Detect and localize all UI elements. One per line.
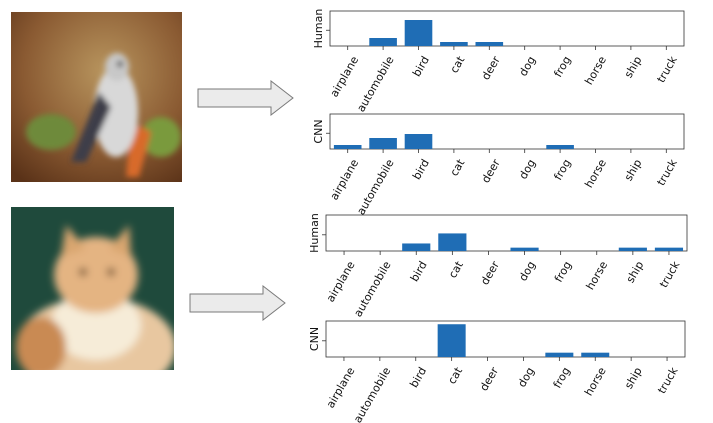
x-tick-label: frog (551, 157, 573, 182)
y-axis-label: Human (312, 9, 325, 49)
x-tick-label: dog (517, 157, 539, 181)
x-tick-label: bird (407, 365, 429, 390)
x-tick-label: airplane (324, 259, 358, 305)
x-tick-label: deer (478, 259, 502, 288)
bar-bird (402, 243, 431, 251)
bar-frog (545, 352, 574, 357)
plot-frame (325, 214, 688, 252)
bar-cat (438, 233, 467, 251)
x-tick-label: dog (516, 259, 538, 283)
x-tick-label: horse (582, 365, 609, 398)
x-tick-label: ship (622, 54, 645, 80)
x-tick-label: truck (655, 364, 681, 395)
cat-photo (11, 207, 174, 370)
x-tick-label: dog (517, 54, 539, 78)
x-tick-label: ship (624, 259, 647, 285)
x-tick-label: automobile (354, 157, 396, 217)
x-tick-label: cat (445, 364, 465, 386)
x-tick-label: horse (582, 157, 609, 190)
x-tick-label: horse (582, 54, 609, 87)
x-tick-label: cat (448, 53, 468, 75)
bar-automobile (369, 38, 397, 46)
x-tick-label: deer (479, 157, 503, 186)
x-tick-label: automobile (351, 259, 393, 319)
arrow-right-icon (189, 285, 286, 321)
y-axis-label: CNN (308, 327, 321, 351)
bar-horse (581, 352, 610, 357)
x-tick-label: truck (657, 258, 683, 289)
y-axis-label: CNN (312, 119, 325, 143)
x-tick-label: horse (584, 259, 611, 292)
bar-truck (654, 247, 684, 251)
x-tick-label: frog (551, 54, 573, 79)
y-axis-label: Human (308, 213, 321, 253)
x-tick-label: truck (654, 53, 680, 84)
x-tick-label: dog (515, 365, 537, 389)
x-tick-label: deer (477, 365, 501, 394)
bar-airplane (333, 145, 362, 149)
bar-cat (440, 42, 468, 46)
bar-bird (404, 20, 433, 46)
bar-automobile (369, 138, 397, 149)
x-tick-label: frog (552, 259, 574, 284)
plot-frame (329, 10, 685, 47)
bar-deer (475, 42, 504, 46)
plot-frame (329, 113, 685, 150)
arrow-right-icon (197, 80, 294, 116)
x-tick-label: truck (654, 156, 680, 187)
bar-ship (618, 247, 647, 251)
x-tick-label: airplane (328, 157, 362, 203)
x-tick-label: airplane (324, 365, 358, 411)
bar-bird (404, 134, 433, 149)
bar-frog (546, 145, 574, 149)
bar-dog (510, 247, 539, 251)
x-tick-label: cat (448, 156, 468, 178)
bar-cat (437, 324, 466, 357)
x-tick-label: deer (479, 54, 503, 83)
x-tick-label: automobile (351, 365, 393, 423)
plot-frame (325, 320, 686, 358)
x-tick-label: frog (551, 365, 573, 390)
x-tick-label: bird (408, 259, 430, 284)
x-tick-label: ship (622, 157, 645, 183)
x-tick-label: cat (446, 258, 466, 280)
x-tick-label: airplane (328, 54, 362, 100)
bird-photo (11, 12, 182, 182)
x-tick-label: ship (622, 365, 645, 391)
x-tick-label: bird (410, 157, 432, 182)
x-tick-label: bird (410, 54, 432, 79)
x-tick-label: automobile (354, 54, 396, 114)
